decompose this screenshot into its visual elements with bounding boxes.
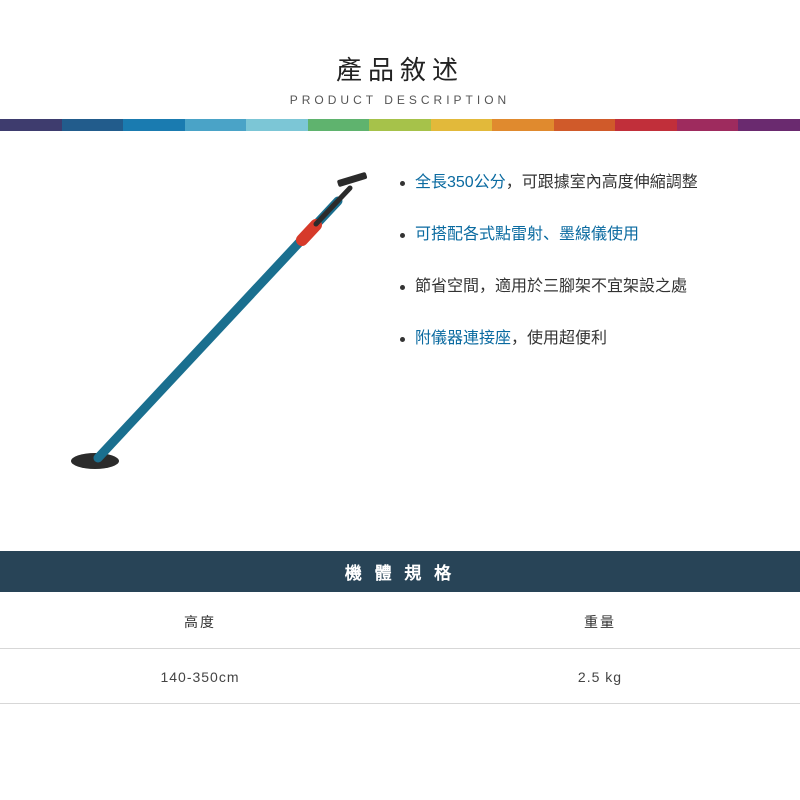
- bullet-icon: [400, 233, 405, 238]
- spec-cell: 140-350cm: [0, 649, 400, 704]
- spec-title: 機 體 規 格: [0, 551, 800, 592]
- feature-highlight: 可搭配各式點雷射、墨線儀使用: [415, 226, 639, 243]
- rainbow-segment: [677, 119, 739, 131]
- bullet-icon: [400, 285, 405, 290]
- feature-text: 節省空間，適用於三腳架不宜架設之處: [415, 275, 687, 299]
- feature-text: 全長350公分，可跟據室內高度伸縮調整: [415, 171, 698, 195]
- feature-item: 附儀器連接座，使用超便利: [400, 327, 760, 351]
- spec-column-header: 高度: [0, 592, 400, 649]
- rainbow-segment: [185, 119, 247, 131]
- rainbow-segment: [62, 119, 124, 131]
- rainbow-segment: [123, 119, 185, 131]
- feature-item: 節省空間，適用於三腳架不宜架設之處: [400, 275, 760, 299]
- product-image: [50, 161, 390, 491]
- rainbow-segment: [492, 119, 554, 131]
- feature-highlight: 全長350公分: [415, 174, 506, 191]
- rainbow-segment: [554, 119, 616, 131]
- rainbow-segment: [738, 119, 800, 131]
- rainbow-divider: [0, 119, 800, 131]
- rainbow-segment: [431, 119, 493, 131]
- feature-item: 全長350公分，可跟據室內高度伸縮調整: [400, 171, 760, 195]
- feature-item: 可搭配各式點雷射、墨線儀使用: [400, 223, 760, 247]
- spec-row: 140-350cm2.5 kg: [0, 649, 800, 704]
- feature-plain: ，可跟據室內高度伸縮調整: [506, 174, 698, 191]
- section-header: 產品敘述 PRODUCT DESCRIPTION: [0, 0, 800, 119]
- feature-list: 全長350公分，可跟據室內高度伸縮調整可搭配各式點雷射、墨線儀使用節省空間，適用…: [390, 161, 760, 379]
- rainbow-segment: [615, 119, 677, 131]
- title-english: PRODUCT DESCRIPTION: [0, 93, 800, 107]
- spec-section: 機 體 規 格 高度重量 140-350cm2.5 kg: [0, 551, 800, 704]
- bullet-icon: [400, 181, 405, 186]
- feature-text: 附儀器連接座，使用超便利: [415, 327, 607, 351]
- rainbow-segment: [246, 119, 308, 131]
- feature-plain: 節省空間，適用於三腳架不宜架設之處: [415, 278, 687, 295]
- spec-header-row: 高度重量: [0, 592, 800, 649]
- feature-highlight: 附儀器連接座: [415, 330, 511, 347]
- spec-table: 高度重量 140-350cm2.5 kg: [0, 592, 800, 704]
- spec-column-header: 重量: [400, 592, 800, 649]
- feature-plain: ，使用超便利: [511, 330, 607, 347]
- content-row: 全長350公分，可跟據室內高度伸縮調整可搭配各式點雷射、墨線儀使用節省空間，適用…: [0, 131, 800, 521]
- bullet-icon: [400, 337, 405, 342]
- title-chinese: 產品敘述: [0, 50, 800, 87]
- rainbow-segment: [0, 119, 62, 131]
- spec-cell: 2.5 kg: [400, 649, 800, 704]
- rainbow-segment: [369, 119, 431, 131]
- feature-text: 可搭配各式點雷射、墨線儀使用: [415, 223, 639, 247]
- rainbow-segment: [308, 119, 370, 131]
